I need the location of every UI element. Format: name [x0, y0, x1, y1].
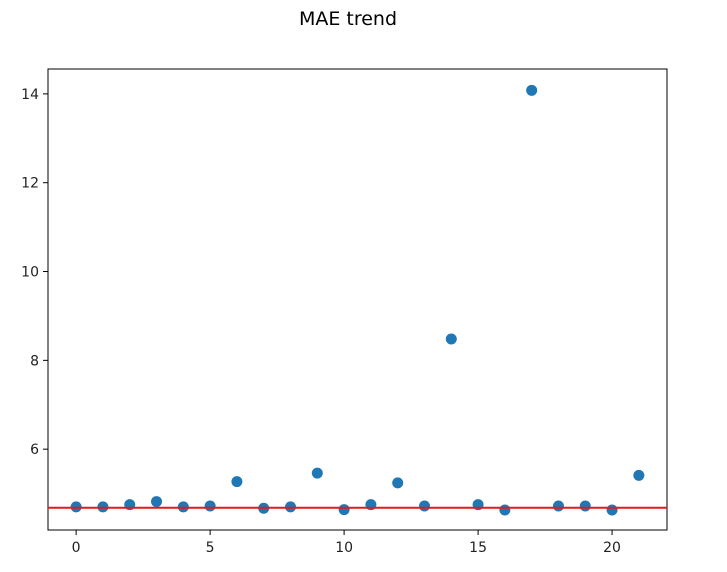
data-point — [231, 476, 243, 488]
x-tick-label: 15 — [469, 540, 487, 556]
data-point — [633, 469, 645, 481]
plot-area: 0 5 10 15 20 6 8 10 12 14 — [21, 68, 668, 556]
data-point — [552, 500, 564, 512]
axes-frame — [47, 68, 668, 531]
x-axis: 0 5 10 15 20 — [72, 530, 621, 556]
data-point — [579, 500, 591, 512]
y-tick-label: 12 — [21, 176, 39, 192]
data-point — [606, 504, 618, 516]
y-tick-label: 6 — [30, 442, 39, 458]
data-point — [499, 504, 511, 516]
data-point — [204, 500, 216, 512]
data-point — [311, 467, 323, 479]
y-tick-label: 14 — [21, 87, 39, 103]
x-tick-label: 5 — [206, 540, 215, 556]
x-tick-label: 20 — [603, 540, 621, 556]
data-point — [392, 477, 404, 489]
chart-title: MAE trend — [299, 8, 397, 30]
data-point — [526, 84, 538, 96]
scatter-series — [70, 84, 645, 516]
data-point — [151, 496, 163, 508]
data-point — [445, 333, 457, 345]
x-tick-label: 0 — [72, 540, 81, 556]
y-axis: 6 8 10 12 14 — [21, 87, 48, 458]
y-tick-label: 8 — [30, 353, 39, 369]
data-point — [418, 500, 430, 512]
x-tick-label: 10 — [335, 540, 353, 556]
y-tick-label: 10 — [21, 265, 39, 281]
data-point — [338, 504, 350, 516]
